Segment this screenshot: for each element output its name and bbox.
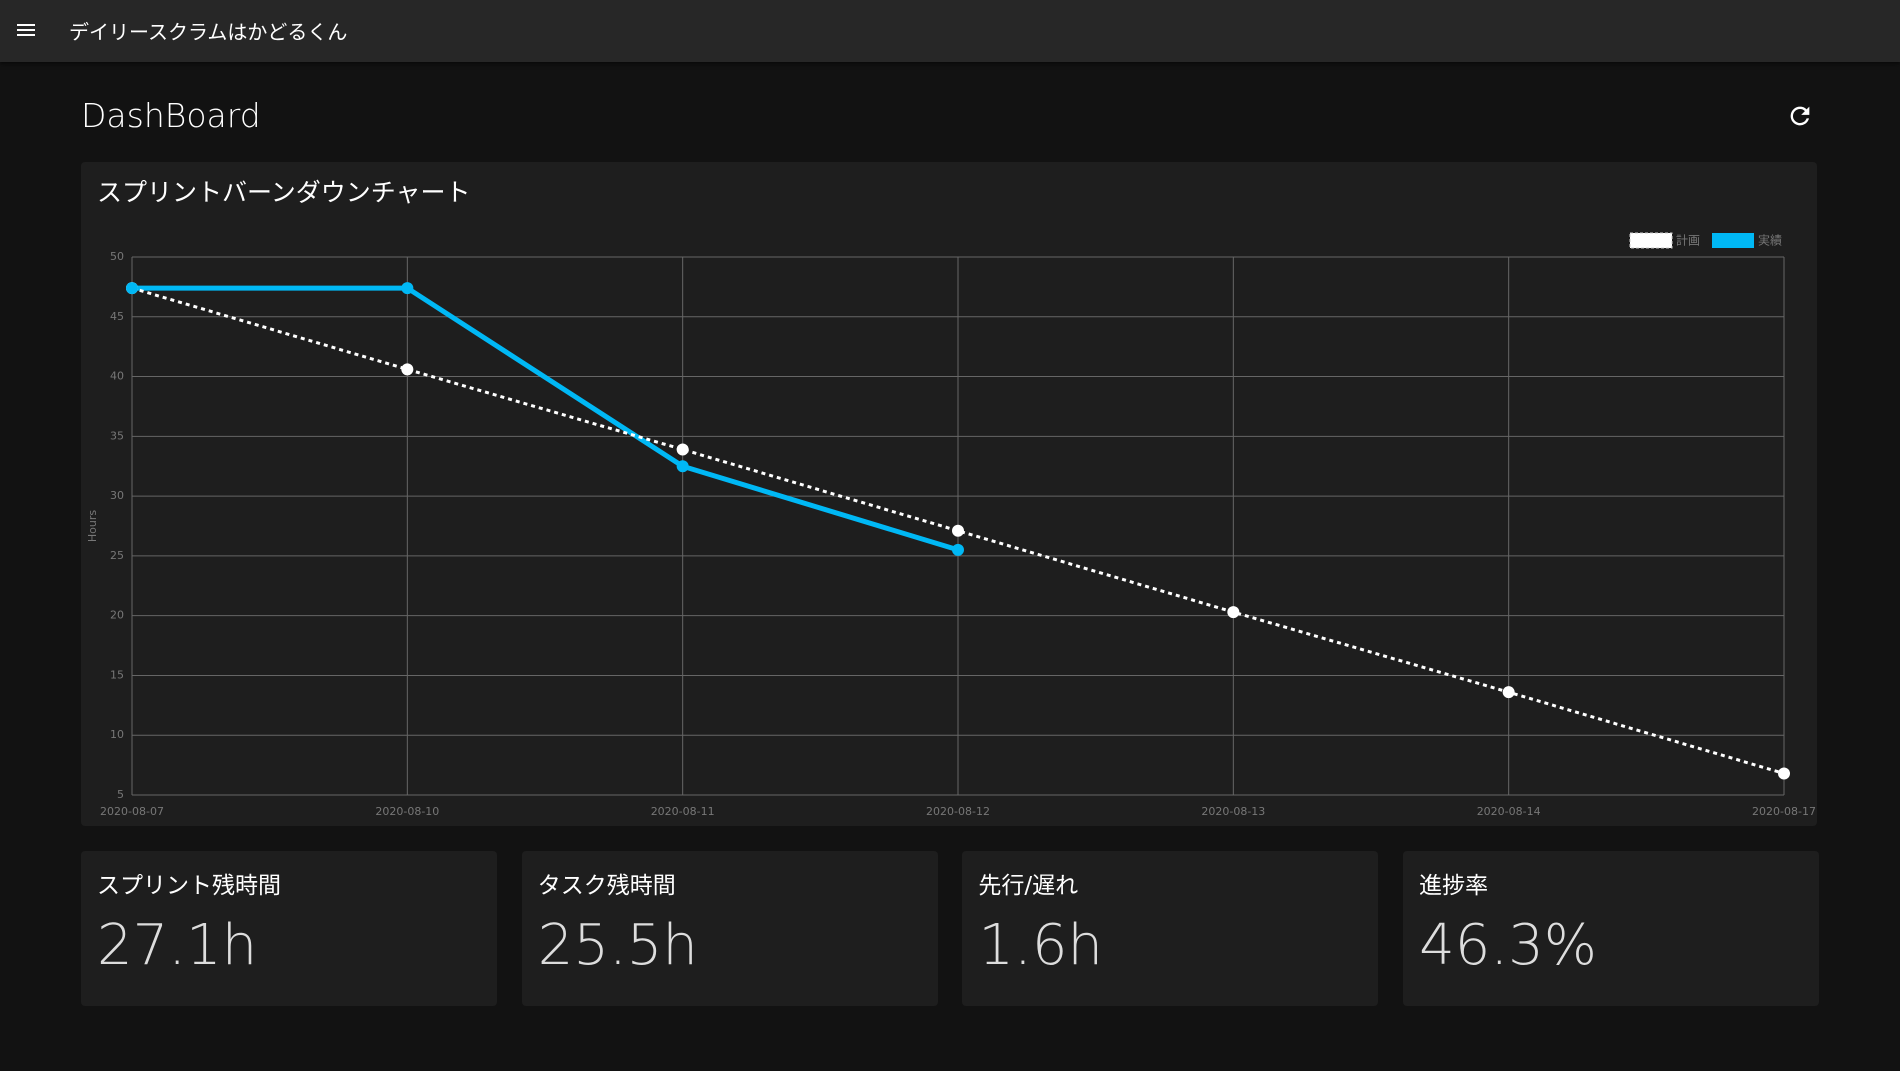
x-tick-label: 2020-08-13 — [1201, 805, 1265, 818]
data-point — [952, 524, 964, 537]
stat-value: 25.5h — [537, 913, 698, 978]
data-point — [676, 460, 689, 473]
page-title: DashBoard — [81, 96, 261, 135]
y-tick-label: 45 — [110, 310, 124, 323]
x-tick-label: 2020-08-17 — [1752, 805, 1816, 818]
legend-label: 実績 — [1758, 233, 1782, 248]
chart: スプリントバーンダウンチャート 5 10 15 20 25 30 35 40 45 50 2020-… — [86, 178, 1816, 818]
series-line — [132, 285, 959, 553]
stat-card: 進捗率 46.3% — [1403, 851, 1820, 1006]
app-title: デイリースクラムはかどるくん — [69, 20, 348, 44]
data-point — [401, 363, 414, 376]
x-tick-label: 2020-08-07 — [100, 805, 164, 818]
stat-value: 46.3% — [1419, 913, 1597, 978]
data-point — [126, 282, 138, 295]
x-tick-label: 2020-08-14 — [1477, 805, 1541, 818]
y-tick-label: 30 — [110, 489, 124, 502]
y-tick-label: 25 — [110, 549, 124, 562]
stat-label: スプリント残時間 — [97, 873, 281, 899]
stat-label: タスク残時間 — [537, 873, 676, 899]
data-point — [1227, 606, 1240, 619]
stat-value: 1.6h — [978, 913, 1103, 978]
x-tick-label: 2020-08-10 — [375, 805, 439, 818]
data-point — [952, 543, 964, 556]
refresh-button[interactable] — [1786, 102, 1814, 130]
y-tick-label: 40 — [110, 370, 124, 383]
data-point — [401, 282, 414, 295]
data-point — [676, 443, 689, 456]
y-tick-label: 10 — [110, 728, 124, 741]
chart-title: スプリントバーンダウンチャート — [97, 178, 471, 207]
x-tick-label: 2020-08-12 — [926, 805, 990, 818]
stat-value: 27.1h — [97, 913, 258, 978]
app-bar: デイリースクラムはかどるくん — [0, 0, 1900, 62]
y-tick-label: 15 — [110, 668, 124, 681]
data-point — [1778, 767, 1790, 780]
stat-label: 進捗率 — [1419, 873, 1489, 899]
legend-label: 計画 — [1676, 233, 1700, 248]
x-tick-label: 2020-08-11 — [651, 805, 715, 818]
menu-button[interactable] — [14, 18, 38, 42]
legend-swatch — [1629, 232, 1673, 249]
stat-card: スプリント残時間 27.1h — [81, 851, 497, 1006]
stat-label: 先行/遅れ — [978, 873, 1079, 899]
chart-card: スプリントバーンダウンチャート 5 10 15 20 25 30 35 40 45 50 2020-… — [81, 162, 1817, 826]
stat-card: 先行/遅れ 1.6h — [962, 851, 1379, 1006]
legend-swatch — [1712, 233, 1754, 248]
y-tick-label: 20 — [110, 609, 124, 622]
stat-card: タスク残時間 25.5h — [521, 851, 938, 1006]
y-tick-label: 35 — [110, 429, 124, 442]
y-tick-label: 50 — [110, 250, 124, 263]
y-axis-title: Hours — [86, 510, 99, 542]
y-tick-label: 5 — [117, 788, 124, 801]
data-point — [1502, 686, 1515, 699]
